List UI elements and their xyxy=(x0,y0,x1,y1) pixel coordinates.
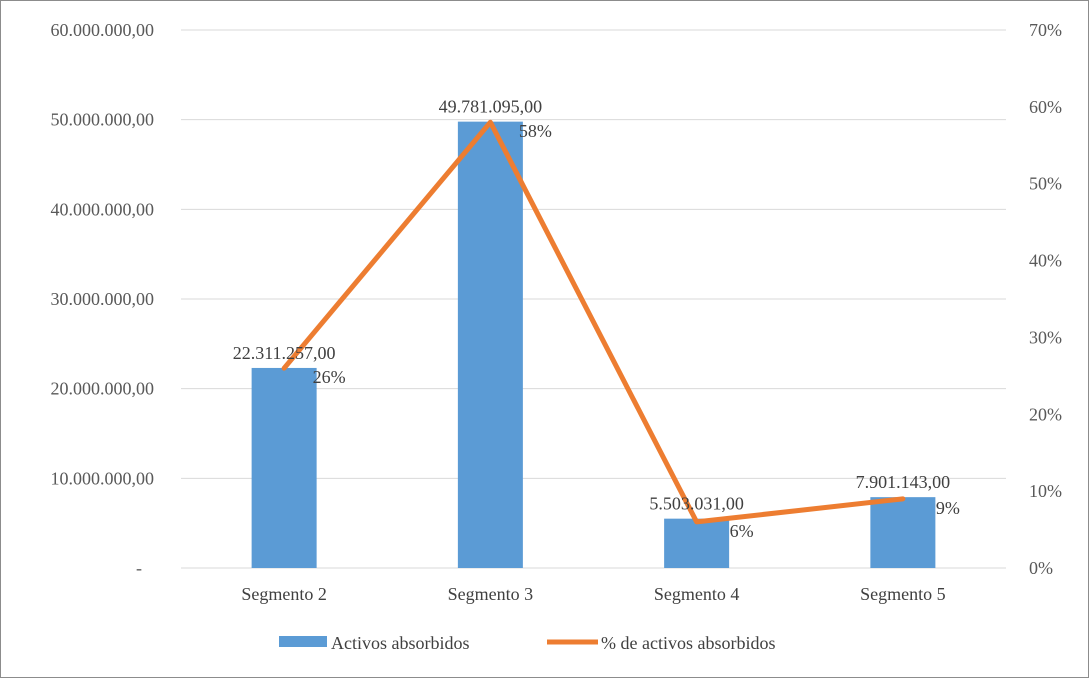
line-data-label: 6% xyxy=(730,521,754,541)
line-data-label: 26% xyxy=(313,367,346,387)
line-porcentaje-activos xyxy=(281,119,906,525)
y-right-tick-label: 30% xyxy=(1029,327,1062,347)
bar-data-label: 5.503.031,00 xyxy=(649,494,744,514)
legend-swatch-bar xyxy=(279,636,327,647)
bar-activos-absorbidos xyxy=(664,518,730,568)
y-right-tick-label: 10% xyxy=(1029,481,1062,501)
line-data-label: 58% xyxy=(519,121,552,141)
bar-data-label: 22.311.257,00 xyxy=(233,343,336,363)
y-right-tick-label: 70% xyxy=(1029,20,1062,40)
y-left-tick-label: 40.000.000,00 xyxy=(51,199,155,219)
legend-label-bar: Activos absorbidos xyxy=(331,633,470,653)
x-tick-label: Segmento 3 xyxy=(448,584,534,604)
y-right-tick-label: 0% xyxy=(1029,558,1053,578)
y-right-tick-label: 40% xyxy=(1029,251,1062,271)
x-tick-label: Segmento 5 xyxy=(860,584,946,604)
y-left-tick-label: 10.000.000,00 xyxy=(51,468,155,488)
y-left-tick-label: 30.000.000,00 xyxy=(51,289,155,309)
line-data-label: 9% xyxy=(936,498,960,518)
bar-activos-absorbidos xyxy=(870,497,936,568)
y-left-tick-label: 50.000.000,00 xyxy=(51,110,155,130)
line-point xyxy=(901,497,905,501)
x-tick-label: Segmento 2 xyxy=(241,584,327,604)
line-point xyxy=(282,366,286,370)
y-right-tick-label: 50% xyxy=(1029,174,1062,194)
bar-data-label: 7.901.143,00 xyxy=(856,472,951,492)
y-left-tick-label: 20.000.000,00 xyxy=(51,379,155,399)
bar-activos-absorbidos xyxy=(457,121,523,568)
y-right-tick-label: 20% xyxy=(1029,404,1062,424)
y-left-tick-label: - xyxy=(136,558,142,578)
x-tick-label: Segmento 4 xyxy=(654,584,740,604)
bar-activos-absorbidos xyxy=(251,367,317,568)
line-point xyxy=(695,520,699,524)
y-left-tick-label: 60.000.000,00 xyxy=(51,20,155,40)
legend-label-line: % de activos absorbidos xyxy=(601,633,775,653)
bar-data-label: 49.781.095,00 xyxy=(439,97,543,117)
line-point xyxy=(488,120,492,124)
y-right-tick-label: 60% xyxy=(1029,97,1062,117)
